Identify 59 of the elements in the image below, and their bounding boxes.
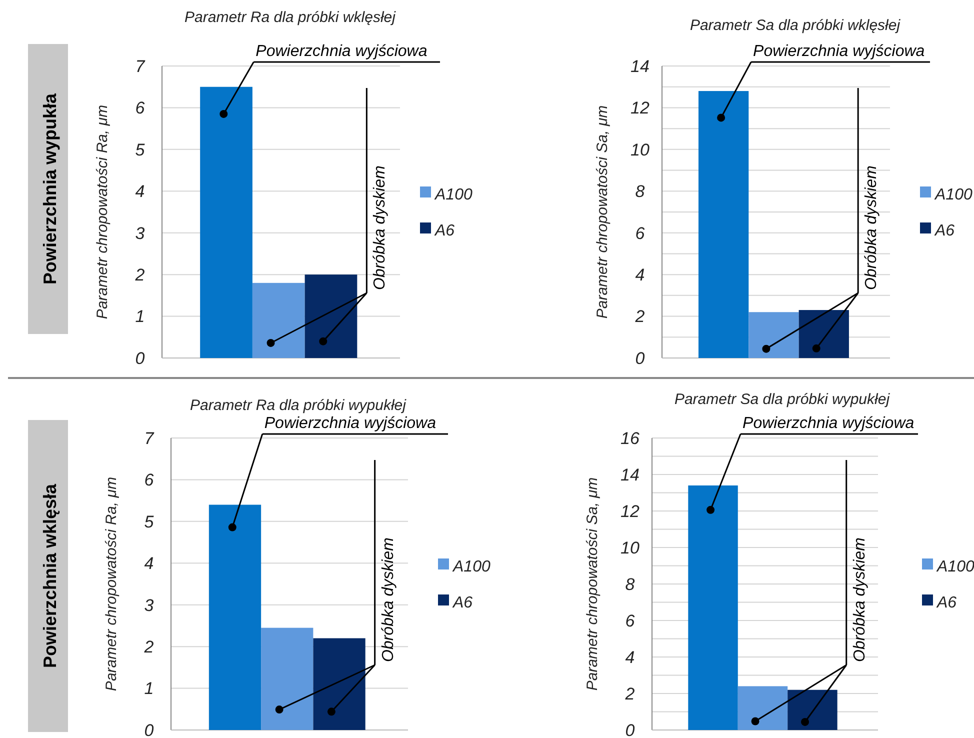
y-tick-label: 0 xyxy=(144,720,154,738)
y-tick-label: 4 xyxy=(635,266,645,285)
legend-label: A100 xyxy=(434,186,472,204)
y-tick-label: 12 xyxy=(630,98,650,118)
y-tick-label: 10 xyxy=(630,140,650,160)
y-tick-label: 1 xyxy=(135,307,145,326)
chart-title: Parametr Ra dla próbki wklęsłej xyxy=(184,9,396,26)
y-tick-label: 16 xyxy=(620,428,640,448)
y-axis-title: Parametr chropowatości Ra, μm xyxy=(103,476,120,692)
text: Powierzchnia wyjściowa xyxy=(264,415,436,432)
y-tick-label: 0 xyxy=(635,348,646,368)
annotation: Obróbka dyskiem xyxy=(851,538,868,662)
y-axis-title: Parametr chropowatości Ra, μm xyxy=(94,104,111,320)
y-tick-label: 12 xyxy=(620,502,640,521)
y-tick-label: 2 xyxy=(624,684,636,704)
y-tick-label: 5 xyxy=(135,140,146,160)
annotation: Obróbka dyskiem xyxy=(863,166,880,290)
chart-title: Parametr Sa dla próbki wypukłej xyxy=(674,391,890,408)
legend-label: A100 xyxy=(934,186,972,204)
annotation: Obróbka dyskiem xyxy=(380,538,397,662)
y-tick-label: 3 xyxy=(144,596,154,615)
text: Powierzchnia wyjściowa xyxy=(753,43,925,60)
y-tick-label: 8 xyxy=(635,182,646,202)
legend-label: A6 xyxy=(936,594,957,612)
y-tick-label: 6 xyxy=(635,224,646,243)
y-tick-label: 0 xyxy=(625,720,636,738)
y-tick-label: 2 xyxy=(134,266,146,285)
legend-label: A6 xyxy=(434,222,455,240)
y-tick-label: 4 xyxy=(625,648,635,667)
y-axis-title: Parametr chropowatości Sa, μm xyxy=(594,105,611,319)
annotation: Obróbka dyskiem xyxy=(372,166,389,290)
y-tick-label: 4 xyxy=(135,182,145,202)
y-tick-label: 10 xyxy=(620,538,640,558)
legend-label: A6 xyxy=(452,594,473,612)
text: Powierzchnia wyjściowa xyxy=(742,415,914,432)
chart-title: Parametr Ra dla próbki wypukłej xyxy=(190,397,407,414)
y-tick-label: 2 xyxy=(143,638,154,657)
y-tick-label: 6 xyxy=(625,611,636,630)
y-tick-label: 5 xyxy=(144,512,154,532)
y-tick-label: 0 xyxy=(135,348,146,368)
y-tick-label: 14 xyxy=(620,465,640,484)
text: Powierzchnia wypukła xyxy=(40,92,60,285)
legend-label: A100 xyxy=(452,558,490,576)
y-tick-label: 2 xyxy=(634,307,646,326)
y-tick-label: 6 xyxy=(135,98,146,118)
y-tick-label: 8 xyxy=(625,574,636,594)
y-tick-label: 7 xyxy=(144,428,154,448)
y-tick-label: 1 xyxy=(144,679,154,698)
y-tick-label: 6 xyxy=(144,470,154,490)
y-axis-title: Parametr chropowatości Sa, μm xyxy=(584,477,601,691)
legend-label: A6 xyxy=(934,222,955,240)
legend-label: A100 xyxy=(936,558,974,576)
text: Powierzchnia wklęsła xyxy=(40,482,60,668)
y-tick-label: 7 xyxy=(135,56,146,76)
y-tick-label: 14 xyxy=(630,56,650,76)
y-tick-label: 4 xyxy=(144,554,154,574)
text: Powierzchnia wyjściowa xyxy=(256,43,428,60)
y-tick-label: 3 xyxy=(135,224,146,243)
chart-title: Parametr Sa dla próbki wklęsłej xyxy=(690,17,901,34)
